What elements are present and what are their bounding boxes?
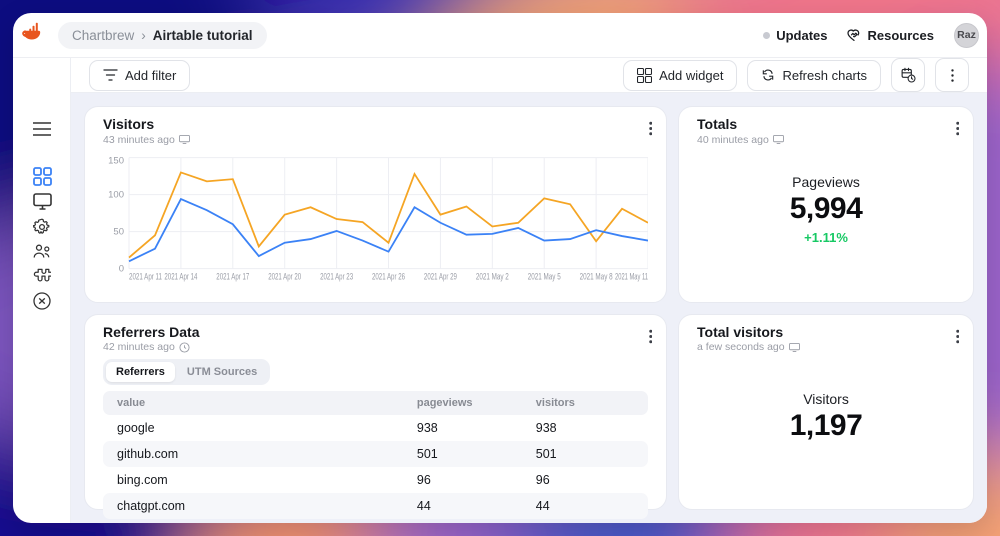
svg-text:2021 May 11: 2021 May 11 bbox=[615, 272, 648, 283]
svg-text:2021 Apr 20: 2021 Apr 20 bbox=[268, 272, 301, 283]
svg-text:2021 May 2: 2021 May 2 bbox=[476, 272, 509, 283]
svg-text:2021 Apr 17: 2021 Apr 17 bbox=[216, 272, 249, 283]
svg-text:0: 0 bbox=[119, 264, 124, 275]
svg-text:2021 Apr 11: 2021 Apr 11 bbox=[129, 272, 162, 283]
svg-text:150: 150 bbox=[108, 156, 124, 167]
svg-text:2021 Apr 26: 2021 Apr 26 bbox=[372, 272, 405, 283]
svg-text:2021 Apr 23: 2021 Apr 23 bbox=[320, 272, 353, 283]
svg-text:2021 Apr 29: 2021 Apr 29 bbox=[424, 272, 457, 283]
svg-text:100: 100 bbox=[108, 190, 124, 201]
svg-text:50: 50 bbox=[113, 227, 124, 238]
svg-text:2021 May 8: 2021 May 8 bbox=[580, 272, 613, 283]
svg-text:2021 May 5: 2021 May 5 bbox=[528, 272, 561, 283]
svg-text:2021 Apr 14: 2021 Apr 14 bbox=[164, 272, 197, 283]
